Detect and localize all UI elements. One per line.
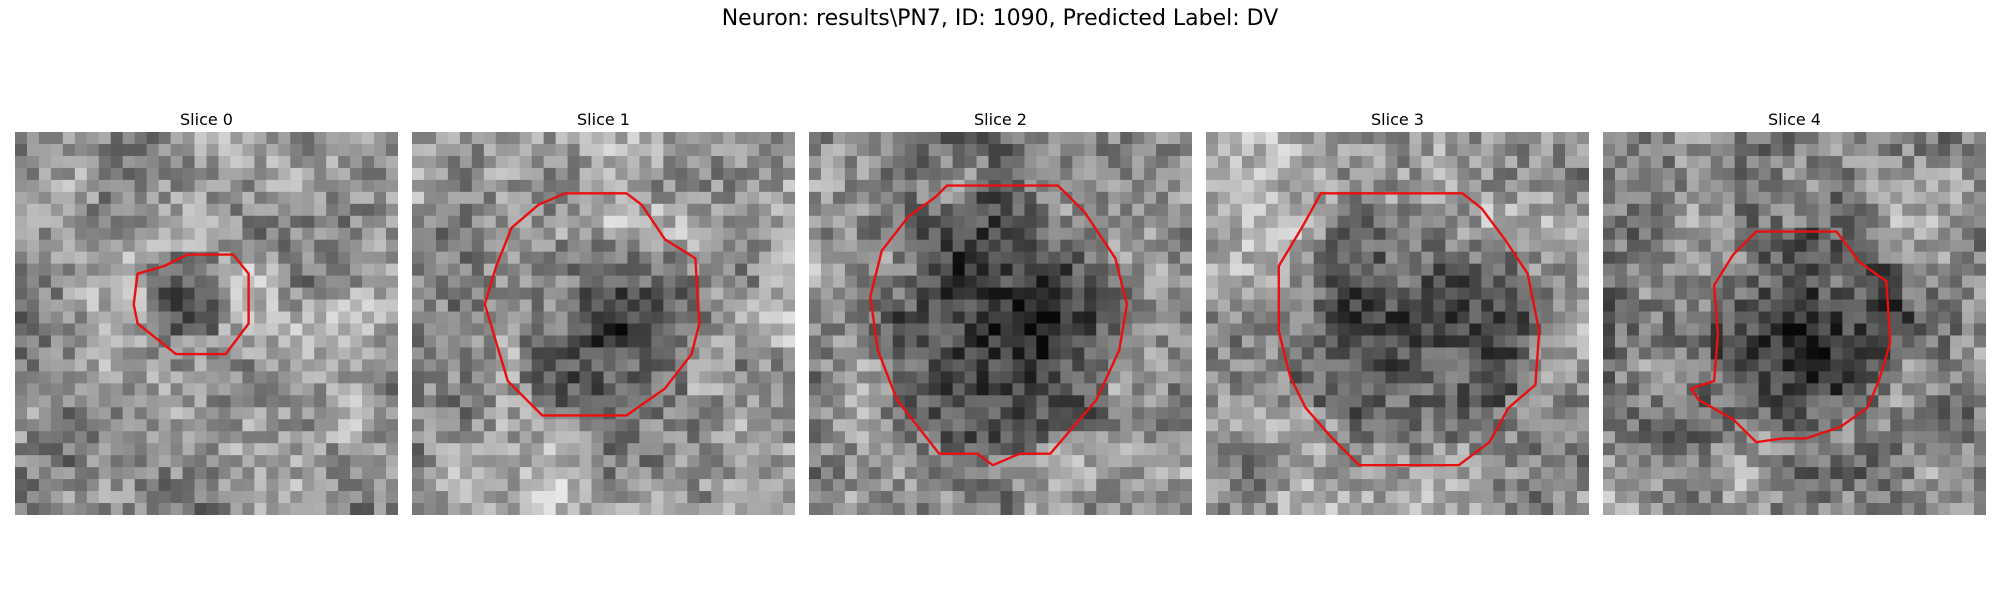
slice-3-image — [1206, 132, 1589, 515]
slice-2-image — [809, 132, 1192, 515]
segmentation-contour — [483, 192, 701, 417]
slice-3-title: Slice 3 — [1371, 110, 1424, 129]
slice-0-title: Slice 0 — [180, 110, 233, 129]
segmentation-contour — [132, 253, 250, 356]
slice-4-title: Slice 4 — [1768, 110, 1821, 129]
segmentation-contour — [1689, 230, 1892, 444]
slice-panel-0: Slice 0 — [15, 108, 398, 515]
slice-panel-1: Slice 1 — [412, 108, 795, 515]
slice-0-image — [15, 132, 398, 515]
figure-title: Neuron: results\PN7, ID: 1090, Predicted… — [721, 6, 1279, 31]
segmentation-contour — [869, 184, 1129, 467]
slice-1-image — [412, 132, 795, 515]
slice-panel-4: Slice 4 — [1603, 108, 1986, 515]
slice-panel-3: Slice 3 — [1206, 108, 1589, 515]
slice-4-image — [1603, 132, 1986, 515]
segmentation-contour — [1277, 192, 1541, 467]
slice-panel-2: Slice 2 — [809, 108, 1192, 515]
slice-2-title: Slice 2 — [974, 110, 1027, 129]
slice-1-title: Slice 1 — [577, 110, 630, 129]
